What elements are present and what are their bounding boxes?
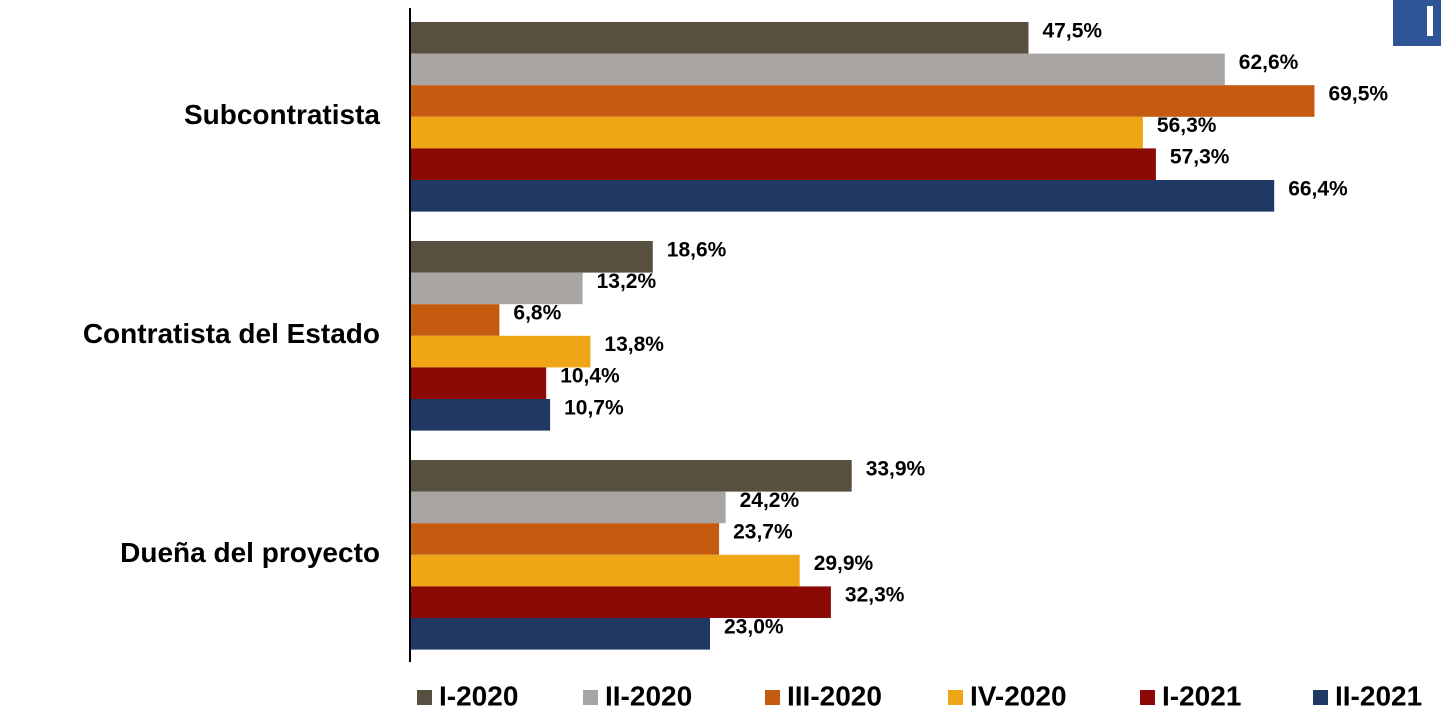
legend-swatch [583, 690, 598, 705]
legend: I-2020 II-2020 III-2020 IV-2020 I-2021 II-202… [417, 680, 1422, 711]
bar [411, 491, 726, 524]
bar [411, 460, 852, 492]
legend-label: III-2020 [787, 680, 882, 711]
legend-label: II-2021 [1335, 680, 1422, 711]
data-label: 47,5% [1043, 19, 1103, 42]
data-label: 33,9% [866, 457, 926, 480]
data-label: 66,4% [1288, 177, 1348, 200]
legend-label: II-2020 [605, 680, 692, 711]
bar [411, 180, 1275, 212]
data-label: 13,2% [597, 270, 657, 293]
bar [411, 618, 710, 650]
category-label: Dueña del proyecto [120, 537, 380, 568]
data-label: 32,3% [845, 584, 905, 607]
legend-swatch [948, 690, 963, 705]
corner-decoration [1393, 0, 1441, 46]
bar [411, 304, 500, 336]
data-label: 57,3% [1170, 146, 1230, 169]
legend-swatch [1140, 690, 1155, 705]
legend-swatch [417, 690, 432, 705]
bar [411, 523, 720, 555]
data-label: 29,9% [814, 552, 874, 575]
legend-label: IV-2020 [970, 680, 1067, 711]
data-label: 69,5% [1329, 83, 1389, 106]
bar [411, 399, 551, 431]
bar [411, 367, 547, 399]
bar [411, 554, 800, 587]
data-label: 10,7% [564, 396, 624, 419]
bars [411, 22, 1315, 650]
data-label: 23,7% [733, 521, 793, 544]
data-label: 24,2% [740, 489, 800, 512]
bar [411, 586, 831, 618]
data-label: 6,8% [513, 302, 561, 325]
bar [411, 241, 653, 273]
data-label: 62,6% [1239, 51, 1299, 74]
data-label: 18,6% [667, 238, 727, 261]
bar [411, 116, 1143, 149]
bar [411, 85, 1315, 117]
bar [411, 148, 1156, 180]
bar [411, 335, 591, 368]
data-label: 23,0% [724, 615, 784, 638]
data-label: 10,4% [560, 365, 620, 388]
legend-label: I-2021 [1162, 680, 1241, 711]
labels: Subcontratista 47,5% 62,6% 69,5% 56,3% 57,3% 6… [83, 19, 1389, 638]
category-label: Subcontratista [184, 99, 380, 130]
legend-label: I-2020 [439, 680, 518, 711]
corner-decoration [1427, 6, 1433, 36]
data-label: 56,3% [1157, 114, 1217, 137]
legend-swatch [765, 690, 780, 705]
bar [411, 272, 583, 305]
category-label: Contratista del Estado [83, 318, 380, 349]
data-label: 13,8% [604, 333, 664, 356]
legend-swatch [1313, 690, 1328, 705]
bar [411, 22, 1029, 54]
bar [411, 53, 1225, 86]
